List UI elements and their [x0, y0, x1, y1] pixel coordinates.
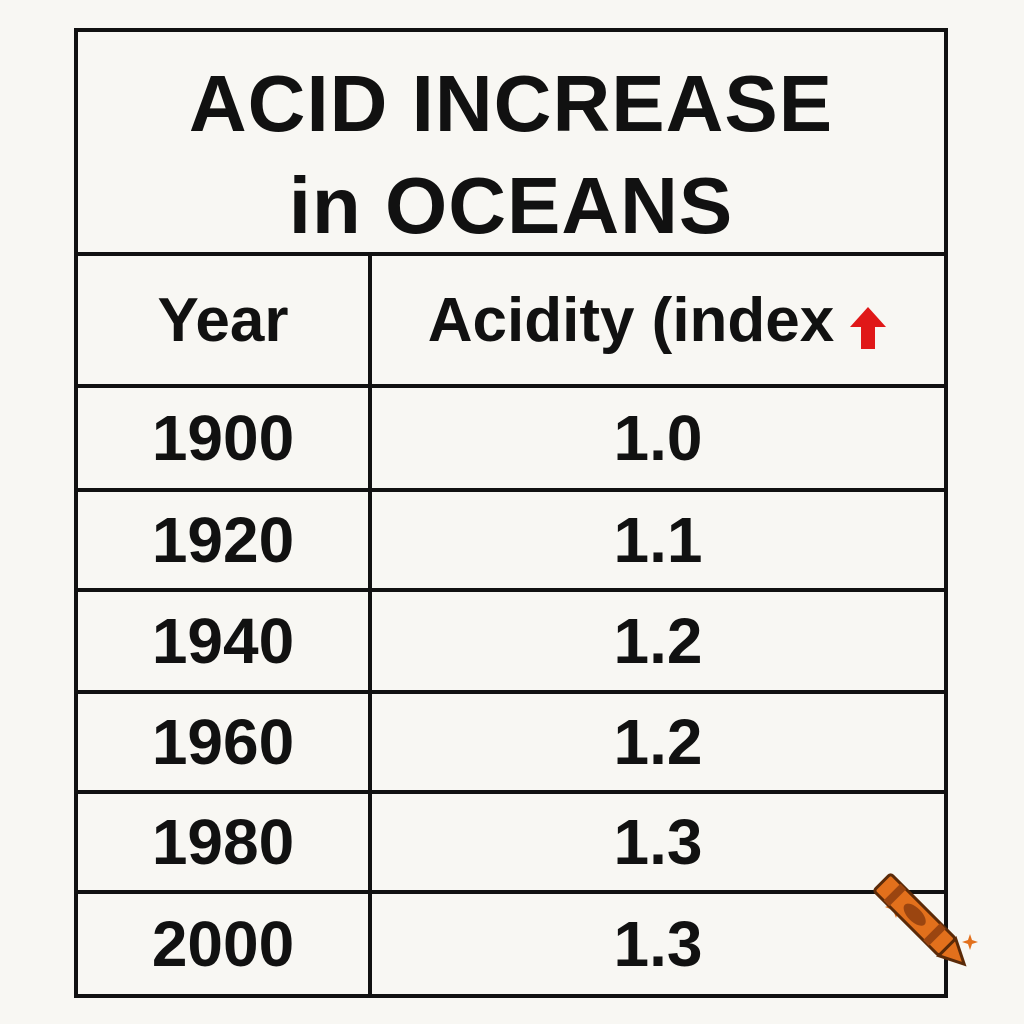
header-row: Year Acidity (index: [78, 256, 944, 388]
up-arrow-icon: [848, 295, 888, 349]
year-cell: 1980: [151, 806, 295, 878]
year-cell: 2000: [151, 908, 295, 980]
year-cell: 1960: [151, 706, 295, 778]
year-column-header: Year: [157, 285, 289, 355]
year-cell: 1920: [151, 504, 295, 576]
data-table: ACID INCREASE in OCEANS Year Acidity (in…: [74, 28, 948, 998]
table-row: 1940 1.2: [78, 592, 944, 694]
table-row: 2000 1.3: [78, 894, 944, 994]
table-row: 1960 1.2: [78, 694, 944, 794]
acidity-cell: 1.2: [368, 694, 944, 790]
acidity-cell: 1.3: [368, 894, 944, 994]
year-cell: 1900: [151, 402, 295, 474]
crayon-icon: [866, 866, 986, 986]
acidity-cell: 1.3: [368, 794, 944, 890]
table-row: 1980 1.3: [78, 794, 944, 894]
year-cell: 1940: [151, 605, 295, 677]
acidity-cell: 1.1: [368, 492, 944, 588]
table-row: 1900 1.0: [78, 388, 944, 492]
acidity-column-header: Acidity (index: [368, 256, 944, 384]
acidity-cell: 1.0: [368, 388, 944, 488]
title-line-2: in OCEANS: [288, 161, 734, 250]
title-line-1: ACID INCREASE: [188, 59, 834, 148]
table-row: 1920 1.1: [78, 492, 944, 592]
acidity-cell: 1.2: [368, 592, 944, 690]
acidity-column-header-label: Acidity (index: [427, 285, 835, 355]
table-title-cell: ACID INCREASE in OCEANS: [78, 32, 944, 256]
